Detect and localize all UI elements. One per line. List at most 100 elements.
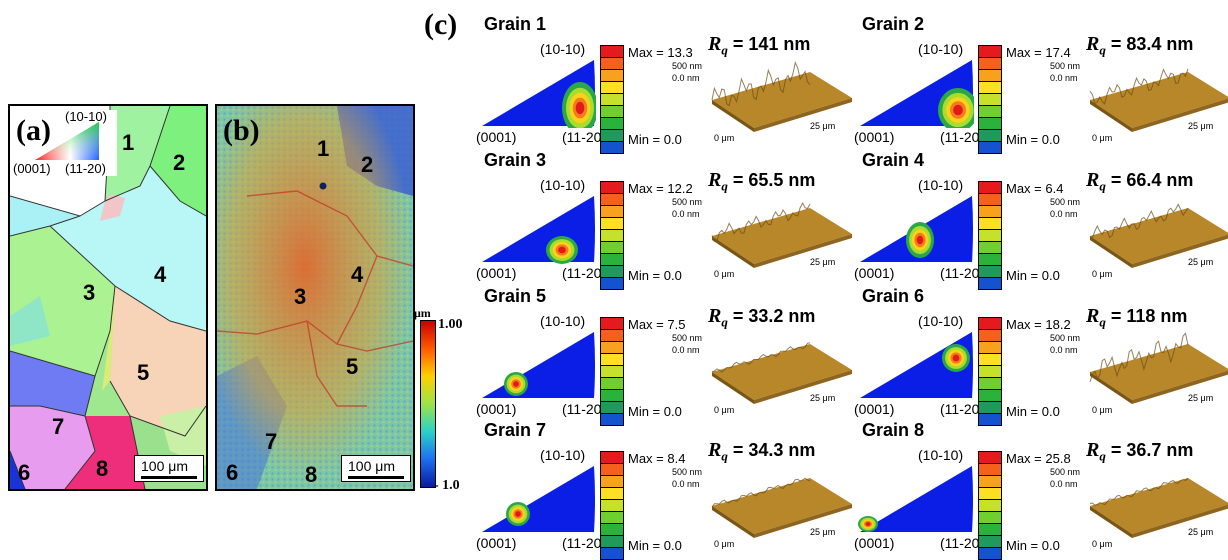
legend-max: Max = 13.3: [628, 45, 693, 60]
legend-min: Min = 0.0: [1006, 268, 1060, 283]
afm-x-axis-end: 25 μm: [1188, 257, 1214, 267]
afm-z-axis-zero: 0.0 nm: [672, 345, 700, 355]
afm-z-axis-zero: 0.0 nm: [672, 479, 700, 489]
afm-x-axis-zero: 0 μm: [1092, 539, 1113, 549]
afm-z-axis-top: 500 nm: [672, 467, 703, 477]
height-colorbar: [420, 320, 436, 488]
pole-figure-top-label: (10-10): [918, 447, 964, 463]
afm-x-axis-zero: 0 μm: [714, 133, 735, 143]
roughness-rq: Rq = 118 nm: [1086, 305, 1188, 330]
legend-min: Min = 0.0: [1006, 132, 1060, 147]
afm-z-axis-top: 500 nm: [672, 333, 703, 343]
panel-a-ebsd-map: (10-10) (0001) (11-20) (a) 1 2 3 4 5 6 7…: [8, 104, 208, 491]
afm-3d-surface: [1089, 477, 1228, 538]
afm-z-axis-zero: 0.0 nm: [1050, 479, 1078, 489]
roughness-rq: Rq = 65.5 nm: [708, 169, 816, 194]
afm-x-axis-zero: 0 μm: [714, 539, 735, 549]
grain-title: Grain 1: [484, 14, 547, 34]
pole-figure-right-label: (11-20): [940, 265, 985, 281]
grain-pole-figure-cell-2: Grain 2 (10-10) (0001) (11-20) Max = 17.…: [826, 14, 1228, 154]
legend-min: Min = 0.0: [628, 268, 682, 283]
scale-bar-label: 100 μm: [348, 458, 395, 474]
pole-figure-top-label: (10-10): [540, 313, 586, 329]
legend-max: Max = 25.8: [1006, 451, 1071, 466]
afm-grain-number-6: 6: [226, 460, 239, 485]
afm-3d-surface: [711, 60, 852, 132]
legend-swatch: [978, 413, 1002, 426]
legend-max: Max = 18.2: [1006, 317, 1071, 332]
pole-figure-right-label: (11-20): [562, 265, 607, 281]
panel-b-scale-bar: 100 μm: [341, 455, 411, 482]
pole-figure-left-label: (0001): [476, 129, 517, 145]
pole-figure-right-label: (11-20): [940, 535, 985, 551]
intensity-legend: [978, 451, 1002, 560]
roughness-rq: Rq = 36.7 nm: [1086, 439, 1194, 464]
afm-x-axis-zero: 0 μm: [1092, 405, 1113, 415]
afm-z-axis-zero: 0.0 nm: [1050, 209, 1078, 219]
afm-x-axis-end: 25 μm: [810, 527, 836, 537]
panel-c-label: (c): [424, 8, 458, 41]
ipf-color-key: (10-10) (0001) (11-20): [13, 110, 117, 176]
afm-x-axis-end: 25 μm: [810, 257, 836, 267]
grain-pole-figure-cell-6: Grain 6 (10-10) (0001) (11-20) Max = 18.…: [826, 286, 1228, 426]
afm-z-axis-zero: 0.0 nm: [672, 73, 700, 83]
pole-figure-triangle: [860, 332, 973, 398]
legend-min: Min = 0.0: [1006, 404, 1060, 419]
pole-figure-right-label: (11-20): [940, 129, 985, 145]
intensity-legend: [600, 45, 624, 154]
grain-number-7: 7: [52, 414, 65, 439]
afm-3d-surface: [711, 202, 852, 268]
afm-x-axis-zero: 0 μm: [714, 269, 735, 279]
grain-title: Grain 7: [484, 420, 547, 440]
roughness-rq: Rq = 34.3 nm: [708, 439, 816, 464]
pole-figure-left-label: (0001): [854, 401, 895, 417]
legend-max: Max = 12.2: [628, 181, 693, 196]
afm-grain-number-2: 2: [361, 152, 374, 177]
afm-x-axis-end: 25 μm: [810, 393, 836, 403]
afm-z-axis-zero: 0.0 nm: [672, 209, 700, 219]
afm-grain-number-5: 5: [346, 354, 359, 379]
afm-z-axis-top: 500 nm: [672, 61, 703, 71]
grain-title: Grain 6: [862, 286, 925, 306]
afm-3d-surface: [711, 477, 852, 538]
afm-grain-number-8: 8: [305, 462, 318, 487]
afm-z-axis-zero: 0.0 nm: [1050, 73, 1078, 83]
legend-min: Min = 0.0: [628, 132, 682, 147]
intensity-legend: [600, 181, 624, 290]
panel-b-afm-map: (b) 1 2 3 4 5 6 7 8 100 μm: [215, 104, 415, 491]
pole-figure-right-label: (11-20): [940, 401, 985, 417]
legend-max: Max = 17.4: [1006, 45, 1071, 60]
grain-number-2: 2: [173, 150, 186, 175]
pole-figure-left-label: (0001): [854, 129, 895, 145]
ipf-key-top-label: (10-10): [65, 109, 107, 124]
afm-3d-surface: [1089, 68, 1228, 132]
afm-grain-number-4: 4: [351, 262, 364, 287]
grain-number-5: 5: [137, 360, 150, 385]
grain-number-1: 1: [122, 130, 135, 155]
grain-number-8: 8: [96, 456, 109, 481]
panel-a-label: (a): [16, 114, 51, 147]
afm-3d-surface: [1089, 203, 1228, 268]
afm-z-axis-top: 500 nm: [672, 197, 703, 207]
pole-figure-top-label: (10-10): [918, 177, 964, 193]
pole-figure-top-label: (10-10): [918, 313, 964, 329]
legend-max: Max = 8.4: [628, 451, 686, 466]
ipf-key-triangle: [35, 122, 99, 160]
intensity-legend: [978, 181, 1002, 290]
afm-x-axis-zero: 0 μm: [714, 405, 735, 415]
grain-pole-figure-cell-4: Grain 4 (10-10) (0001) (11-20) Max = 6.4…: [826, 150, 1228, 290]
grain-pole-figure-cell-7: Grain 7 (10-10) (0001) (11-20) Max = 8.4…: [448, 420, 852, 560]
colorbar-min: - 1.0: [434, 478, 460, 493]
afm-x-axis-end: 25 μm: [810, 121, 836, 131]
pole-figure-top-label: (10-10): [540, 41, 586, 57]
pole-figure-right-label: (11-20): [562, 129, 607, 145]
panel-b-label: (b): [223, 114, 260, 147]
panel-a-scale-bar: 100 μm: [134, 455, 204, 482]
pole-figure-left-label: (0001): [854, 265, 895, 281]
pole-figure-right-label: (11-20): [562, 535, 607, 551]
legend-swatch: [600, 141, 624, 154]
ipf-key-right-label: (11-20): [65, 161, 106, 176]
afm-z-axis-top: 500 nm: [1050, 467, 1081, 477]
legend-min: Min = 0.0: [1006, 538, 1060, 553]
grain-title: Grain 5: [484, 286, 547, 306]
